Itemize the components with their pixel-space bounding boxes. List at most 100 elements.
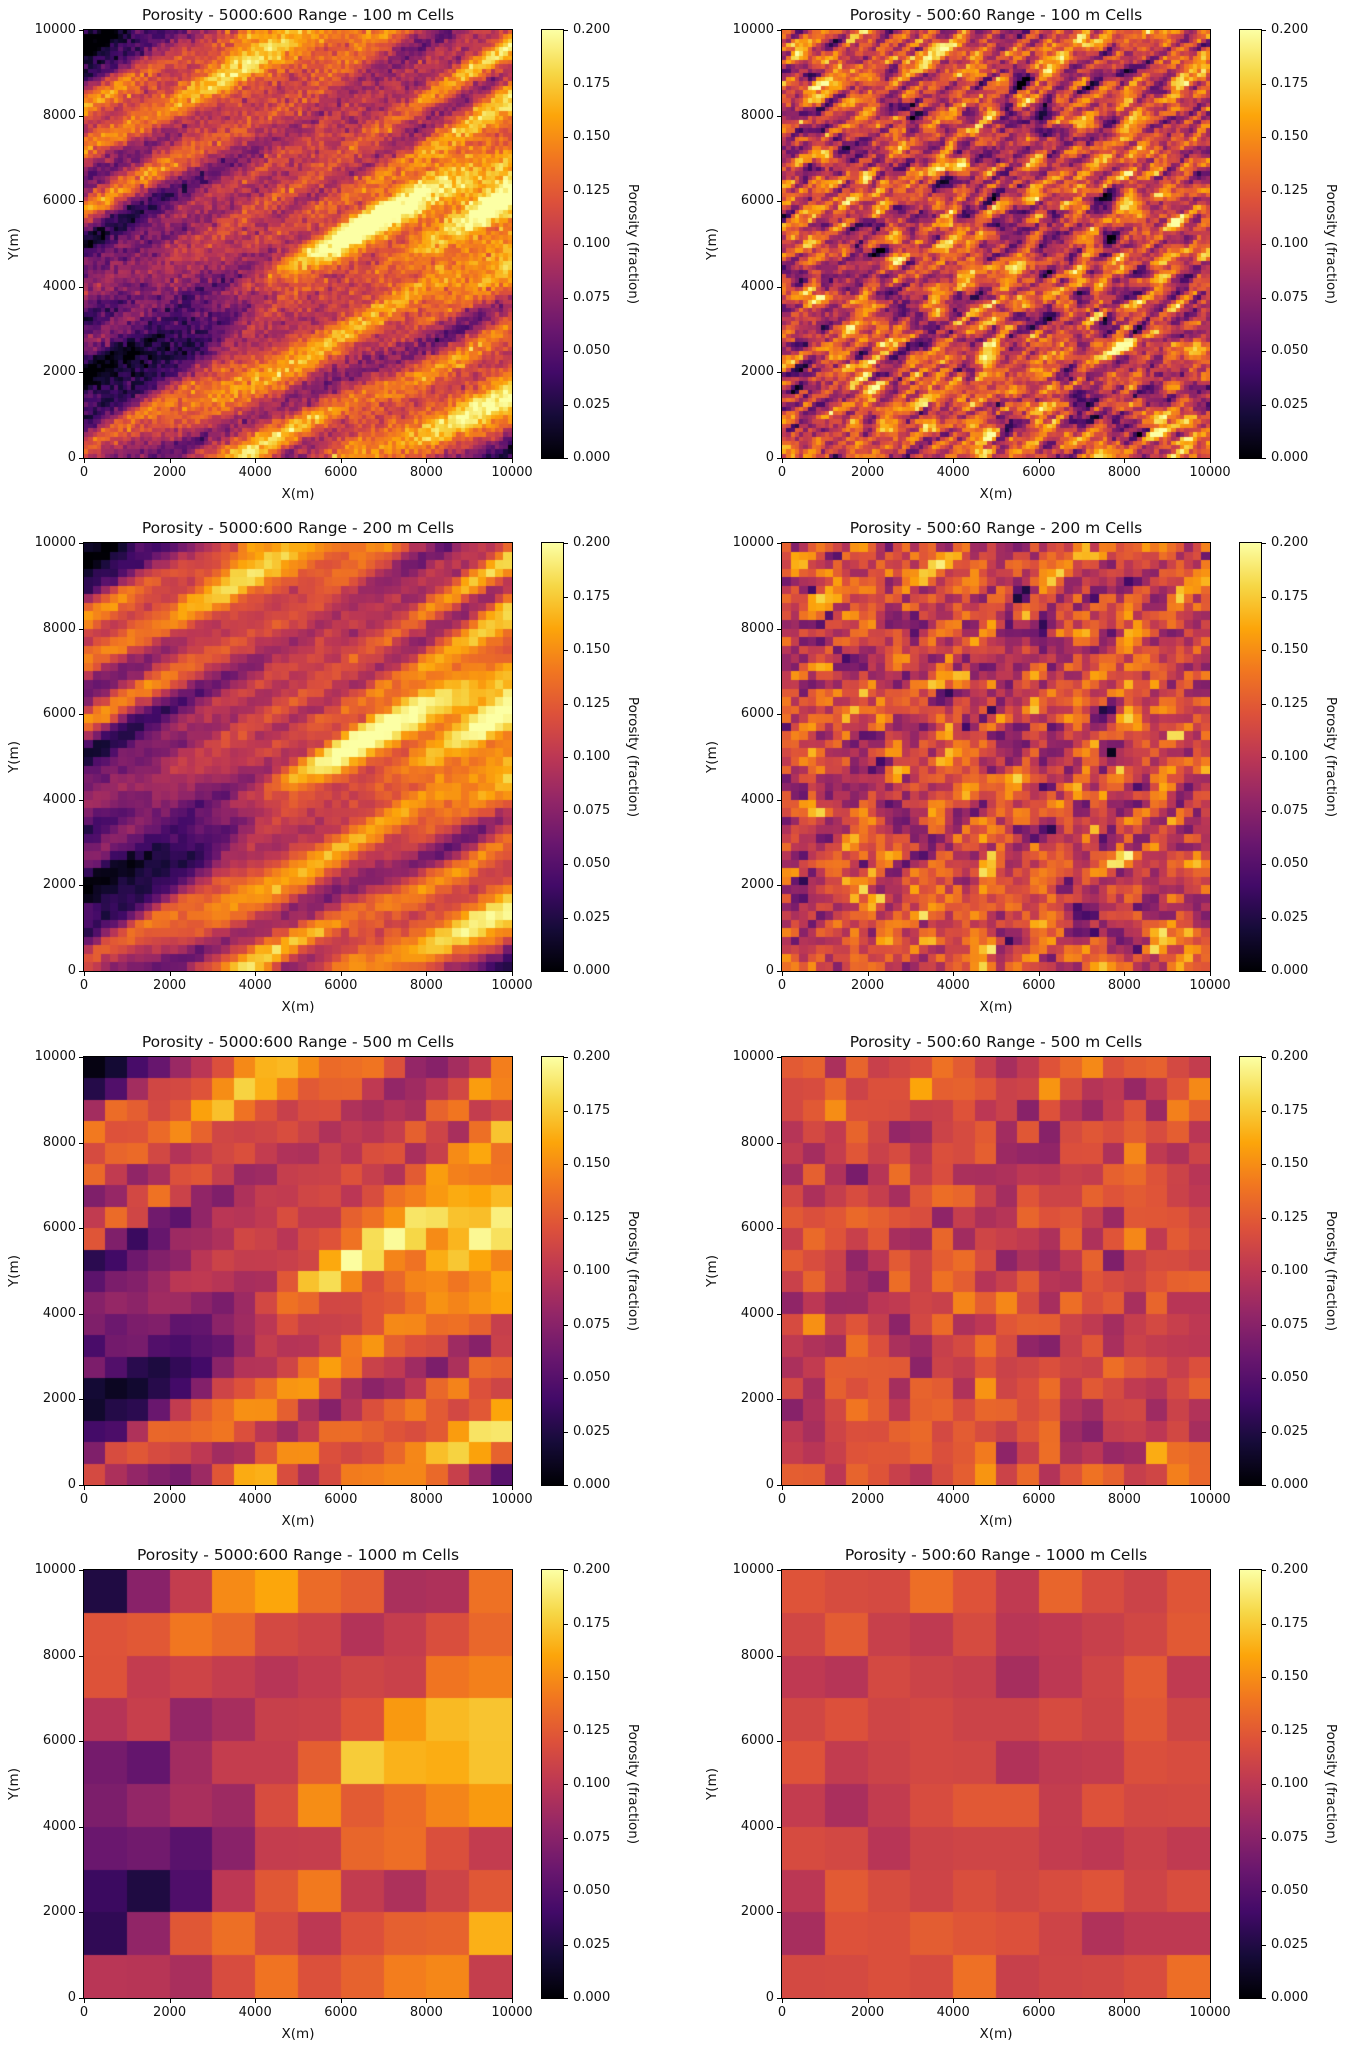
colorbar-tick-mark: [1262, 1891, 1266, 1892]
y-tick-label: 8000: [740, 1647, 774, 1663]
colorbar-tick-label: 0.125: [1271, 695, 1309, 711]
heatmap-canvas-r3c2: [782, 1057, 1210, 1485]
colorbar-tick-mark: [1262, 298, 1266, 299]
colorbar-tick-label: 0.050: [573, 856, 611, 871]
x-tick-mark: [1124, 1999, 1125, 2003]
colorbar-tick-label: 0.150: [573, 1156, 611, 1171]
x-tick-mark: [1039, 972, 1040, 976]
colorbar-gradient: [1240, 1570, 1261, 1998]
x-tick-label: 0: [79, 978, 89, 993]
colorbar-tick-label: 0.000: [573, 963, 611, 978]
x-tick-label: 2000: [851, 2005, 885, 2020]
colorbar-tick-mark: [564, 191, 568, 192]
colorbar-tick-label: 0.125: [573, 182, 611, 198]
x-tick-label: 8000: [409, 465, 443, 480]
y-tick-label: 4000: [42, 278, 76, 294]
x-tick-mark: [255, 459, 256, 463]
y-tick-label: 0: [765, 1477, 774, 1492]
x-tick-label: 0: [79, 1492, 89, 1507]
colorbar-tick-mark: [1262, 458, 1266, 459]
x-tick-mark: [1039, 1999, 1040, 2003]
x-tick-label: 6000: [324, 465, 358, 480]
colorbar-tick-mark: [1262, 1485, 1266, 1486]
x-tick-mark: [84, 1486, 85, 1490]
subplot-title-r2c1: Porosity - 5000:600 Range - 200 m Cells: [141, 519, 455, 537]
colorbar-tick-label: 0.000: [1271, 1477, 1309, 1492]
subplot-title-r4c1: Porosity - 5000:600 Range - 1000 m Cells: [136, 1546, 460, 1564]
y-tick-label: 8000: [42, 1647, 76, 1663]
y-tick-mark: [79, 1143, 83, 1144]
colorbar-tick-mark: [564, 543, 568, 544]
colorbar-tick-label: 0.075: [573, 1829, 611, 1845]
colorbar-tick-label: 0.050: [1271, 856, 1309, 871]
y-tick-mark: [79, 1057, 83, 1058]
y-tick-mark: [777, 372, 781, 373]
y-tick-label: 10000: [34, 22, 76, 37]
colorbar-tick-label: 0.175: [1271, 1102, 1309, 1118]
y-tick-mark: [79, 1314, 83, 1315]
y-tick-label: 8000: [740, 620, 774, 636]
colorbar-tick-label: 0.125: [573, 695, 611, 711]
colorbar-tick-mark: [1262, 704, 1266, 705]
colorbar-tick-mark: [564, 1485, 568, 1486]
y-axis-label: Y(m): [704, 1768, 720, 1800]
y-tick-mark: [79, 629, 83, 630]
x-tick-mark: [953, 1486, 954, 1490]
colorbar-tick-label: 0.000: [573, 450, 611, 465]
heatmap-canvas-r2c2: [782, 543, 1210, 971]
colorbar-tick-mark: [564, 30, 568, 31]
y-tick-mark: [79, 458, 83, 459]
x-tick-label: 10000: [491, 2005, 533, 2020]
colorbar-tick-label: 0.075: [573, 289, 611, 305]
colorbar-tick-mark: [1262, 1271, 1266, 1272]
x-tick-mark: [170, 1999, 171, 2003]
y-tick-label: 4000: [740, 278, 774, 294]
y-tick-label: 2000: [42, 1391, 76, 1407]
colorbar-tick-label: 0.050: [1271, 1883, 1309, 1898]
y-tick-mark: [777, 629, 781, 630]
colorbar-tick-label: 0.075: [573, 1316, 611, 1332]
y-tick-label: 0: [67, 1990, 76, 2005]
colorbar-tick-mark: [1262, 864, 1266, 865]
x-tick-label: 4000: [936, 978, 970, 993]
colorbar-tick-label: 0.200: [573, 535, 611, 550]
colorbar-tick-mark: [564, 1624, 568, 1625]
x-tick-mark: [84, 972, 85, 976]
colorbar-tick-mark: [1262, 244, 1266, 245]
x-axis-label: X(m): [281, 999, 315, 1015]
y-tick-mark: [79, 30, 83, 31]
x-tick-mark: [1039, 1486, 1040, 1490]
colorbar-tick-mark: [1262, 1677, 1266, 1678]
x-tick-label: 4000: [238, 465, 272, 480]
colorbar-tick-mark: [564, 458, 568, 459]
y-tick-label: 0: [765, 450, 774, 465]
colorbar-gradient: [1240, 1057, 1261, 1485]
colorbar-gradient: [542, 543, 563, 971]
y-tick-mark: [777, 1741, 781, 1742]
x-tick-label: 4000: [936, 465, 970, 480]
x-tick-mark: [84, 1999, 85, 2003]
x-tick-mark: [255, 1486, 256, 1490]
colorbar-tick-mark: [564, 1945, 568, 1946]
x-tick-label: 4000: [936, 2005, 970, 2020]
x-tick-label: 10000: [1189, 2005, 1231, 2020]
colorbar-tick-label: 0.200: [1271, 1562, 1309, 1577]
colorbar-tick-mark: [1262, 137, 1266, 138]
y-tick-mark: [79, 543, 83, 544]
x-tick-mark: [782, 1486, 783, 1490]
colorbar-tick-mark: [1262, 1111, 1266, 1112]
y-tick-label: 6000: [42, 1220, 76, 1236]
y-tick-mark: [777, 971, 781, 972]
x-tick-label: 6000: [1022, 978, 1056, 993]
colorbar-tick-label: 0.175: [1271, 1615, 1309, 1631]
x-tick-mark: [341, 1486, 342, 1490]
y-tick-label: 8000: [42, 1134, 76, 1150]
x-tick-label: 10000: [491, 978, 533, 993]
colorbar-tick-label: 0.175: [573, 1615, 611, 1631]
y-tick-mark: [79, 116, 83, 117]
x-tick-label: 8000: [1107, 1492, 1141, 1507]
colorbar-tick-mark: [1262, 84, 1266, 85]
colorbar-gradient: [1240, 543, 1261, 971]
x-tick-mark: [1124, 459, 1125, 463]
x-tick-mark: [868, 1999, 869, 2003]
